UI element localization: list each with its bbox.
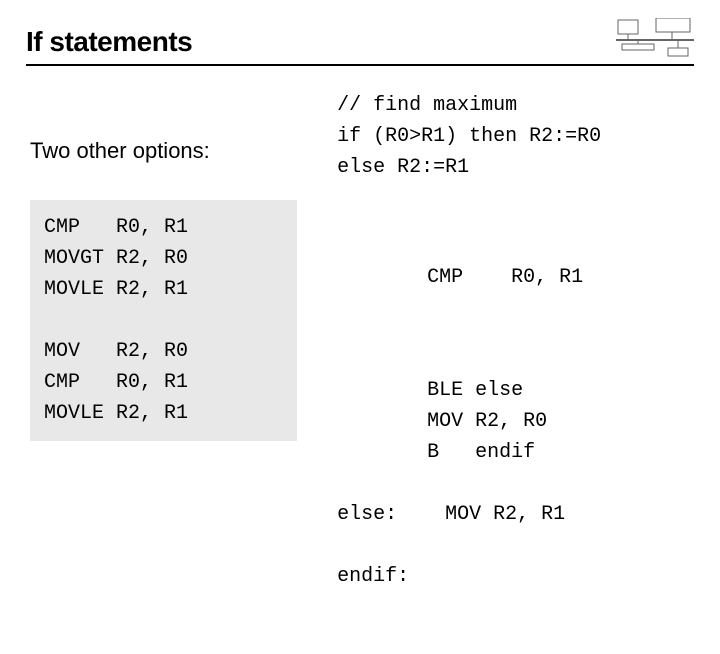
system-diagram-icon: [616, 18, 694, 58]
content: Two other options: CMP R0, R1 MOVGT R2, …: [26, 90, 694, 654]
code-block-options: CMP R0, R1 MOVGT R2, R0 MOVLE R2, R1 MOV…: [30, 200, 297, 441]
subheading: Two other options:: [30, 138, 297, 164]
header: If statements: [26, 18, 694, 66]
left-column: Two other options: CMP R0, R1 MOVGT R2, …: [30, 90, 297, 654]
code-branch-block: CMP R0, R1 BLE else MOV R2, R0 B endif e…: [337, 231, 690, 654]
spacer: [337, 324, 690, 344]
slide: If statements Two other options: CMP R0,…: [0, 0, 720, 540]
code-endif-line: endif:: [337, 561, 690, 592]
code-branches: BLE else MOV R2, R0 B endif: [337, 375, 690, 468]
code-else-line: else: MOV R2, R1: [337, 499, 690, 530]
code-cmp-line: CMP R0, R1: [337, 262, 690, 293]
code-comment: // find maximum if (R0>R1) then R2:=R0 e…: [337, 90, 690, 183]
page-title: If statements: [26, 26, 192, 58]
right-column: // find maximum if (R0>R1) then R2:=R0 e…: [337, 90, 690, 654]
